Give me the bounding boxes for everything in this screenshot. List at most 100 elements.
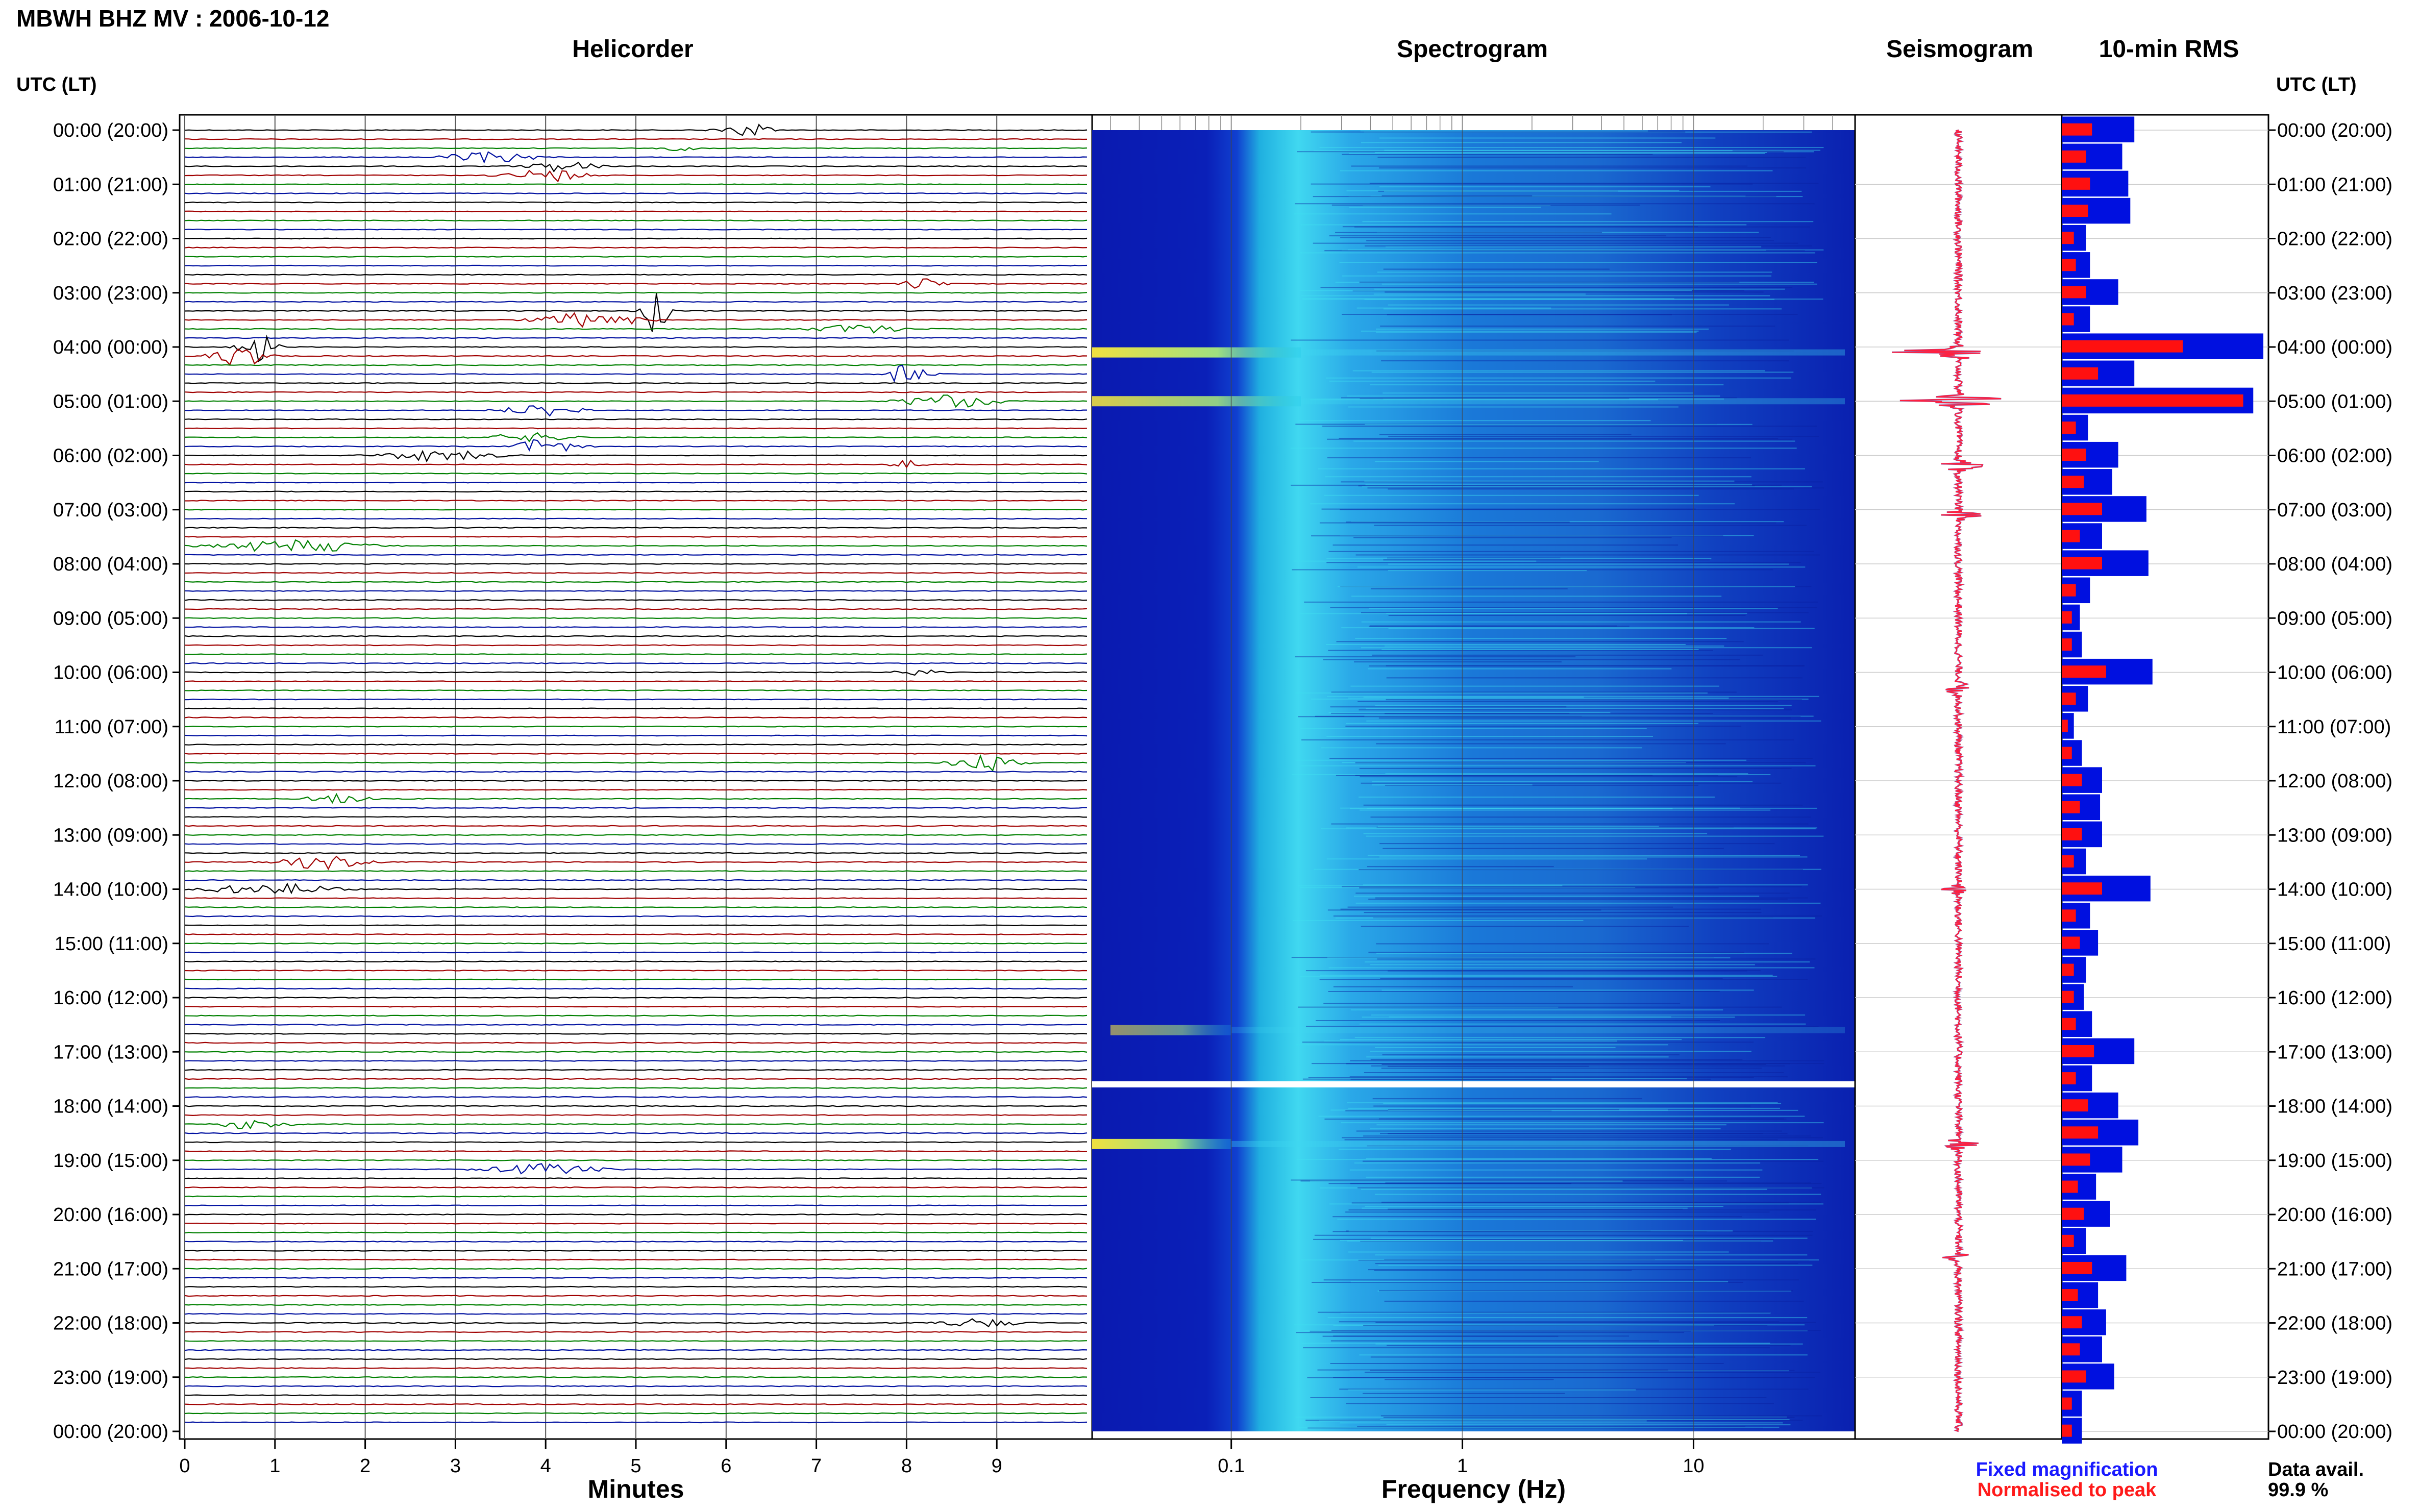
rms-bar-normalised xyxy=(2062,882,2102,895)
minute-tick-label: 7 xyxy=(811,1455,822,1477)
helicorder-trace xyxy=(184,439,1088,452)
left-time-tick-label: 03:00 (23:00) xyxy=(53,283,168,304)
left-time-tick-label: 21:00 (17:00) xyxy=(53,1258,168,1280)
helicorder-trace xyxy=(184,293,1088,332)
helicorder-trace xyxy=(184,147,1088,152)
rms-bar-normalised xyxy=(2062,801,2080,813)
helicorder-trace xyxy=(184,951,1088,954)
rms-bar-normalised xyxy=(2062,774,2082,786)
helicorder-trace xyxy=(184,201,1088,204)
helicorder-trace xyxy=(184,151,1088,164)
helicorder-trace xyxy=(184,1421,1088,1424)
rms-bar-normalised xyxy=(2062,1018,2076,1030)
fixed-magnification-legend: Fixed magnification xyxy=(1976,1459,2158,1480)
right-time-tick-label: 23:00 (19:00) xyxy=(2277,1367,2392,1389)
rms-bar-normalised xyxy=(2062,584,2076,597)
right-time-tick-label: 11:00 (07:00) xyxy=(2277,716,2391,738)
helicorder-trace xyxy=(184,698,1088,701)
helicorder-trace xyxy=(184,473,1088,475)
rms-bar-normalised xyxy=(2062,1343,2080,1356)
helicorder-trace xyxy=(184,508,1088,511)
helicorder-trace xyxy=(184,960,1087,962)
rms-bar-normalised xyxy=(2062,1045,2094,1057)
helicorder-trace xyxy=(184,256,1088,258)
rms-bar-normalised xyxy=(2062,692,2076,705)
rms-panel xyxy=(2061,114,2269,1444)
right-time-tick-label: 13:00 (09:00) xyxy=(2277,825,2392,846)
rms-bar-normalised xyxy=(2062,557,2102,569)
helicorder-trace xyxy=(184,882,1088,895)
helicorder-trace xyxy=(184,707,1088,710)
rms-bar-normalised xyxy=(2062,340,2183,353)
rms-bar-normalised xyxy=(2062,259,2076,271)
spectrogram-field xyxy=(1092,130,1855,1431)
rms-bar-normalised xyxy=(2062,990,2074,1003)
left-time-tick-label: 11:00 (07:00) xyxy=(55,716,168,738)
helicorder-trace xyxy=(184,169,1088,183)
helicorder-trace xyxy=(184,312,1088,328)
helicorder-trace xyxy=(184,1032,1088,1035)
left-time-tick-label: 04:00 (00:00) xyxy=(53,337,168,358)
helicorder-trace xyxy=(184,897,1088,900)
left-time-tick-label: 22:00 (18:00) xyxy=(53,1313,168,1334)
rms-bar-normalised xyxy=(2062,1180,2078,1193)
left-time-tick-label: 17:00 (13:00) xyxy=(53,1042,168,1063)
spectrogram-xlabel: Frequency (Hz) xyxy=(1381,1475,1566,1503)
helicorder-trace xyxy=(184,1141,1087,1144)
helicorder-trace xyxy=(184,161,1088,172)
right-time-tick-label: 15:00 (11:00) xyxy=(2277,933,2391,955)
helicorder-title: Helicorder xyxy=(572,36,693,63)
rms-bar-normalised xyxy=(2062,150,2086,163)
rms-bar-normalised xyxy=(2062,1072,2076,1084)
right-axis-label: UTC (LT) xyxy=(2276,74,2357,95)
helicorder-trace xyxy=(184,563,1088,565)
rms-bar-normalised xyxy=(2062,232,2074,244)
helicorder-trace xyxy=(184,1114,1088,1117)
rms-bar-normalised xyxy=(2062,665,2106,678)
left-time-tick-label: 18:00 (14:00) xyxy=(53,1096,168,1118)
rms-bar-normalised xyxy=(2062,1234,2074,1247)
rms-bar-normalised xyxy=(2062,367,2099,380)
rms-bar-normalised xyxy=(2062,855,2074,867)
rms-bar-normalised xyxy=(2062,286,2086,299)
right-time-tick-label: 06:00 (02:00) xyxy=(2277,445,2392,467)
helicorder-trace xyxy=(184,997,1087,999)
helicorder-trace xyxy=(184,855,1088,871)
rms-bar-normalised xyxy=(2062,313,2074,326)
minute-tick-label: 4 xyxy=(540,1455,551,1477)
rms-bar-normalised xyxy=(2062,394,2243,407)
rms-bar-normalised xyxy=(2062,530,2080,542)
minute-tick-label: 3 xyxy=(450,1455,461,1477)
helicorder-trace xyxy=(184,264,1088,267)
normalised-to-peak-legend: Normalised to peak xyxy=(1978,1479,2157,1501)
right-time-tick-label: 20:00 (16:00) xyxy=(2277,1204,2392,1226)
rms-bar-normalised xyxy=(2062,1316,2082,1329)
minute-tick-label: 5 xyxy=(630,1455,641,1477)
helicorder-panel xyxy=(179,114,1093,1440)
rms-bar-normalised xyxy=(2062,422,2076,434)
helicorder-trace xyxy=(184,924,1087,927)
helicorder-trace xyxy=(184,325,1088,334)
helicorder-trace xyxy=(184,753,1088,755)
helicorder-trace xyxy=(184,536,1088,538)
right-time-tick-label: 00:00 (20:00) xyxy=(2277,1421,2392,1443)
helicorder-trace xyxy=(184,364,1088,383)
helicorder-trace xyxy=(184,1120,1088,1130)
helicorder-trace xyxy=(184,1204,1088,1207)
right-time-tick-label: 18:00 (14:00) xyxy=(2277,1096,2392,1118)
helicorder-trace xyxy=(184,1318,1088,1328)
right-time-tick-label: 19:00 (15:00) xyxy=(2277,1150,2392,1172)
rms-bar-normalised xyxy=(2062,1207,2084,1220)
spectrogram-hot-band-tail xyxy=(1300,398,1845,405)
helicorder-trace xyxy=(184,334,1088,362)
helicorder-trace xyxy=(184,237,1088,240)
rms-bar-normalised xyxy=(2062,205,2088,217)
helicorder-trace xyxy=(184,450,1088,463)
helicorder-trace xyxy=(184,459,1088,469)
helicorder-trace xyxy=(184,1241,1088,1243)
rms-bar-normalised xyxy=(2062,449,2086,461)
helicorder-trace xyxy=(184,1231,1088,1234)
x-axes: 0 1 2 3 4 5 6 7 8 9 Minutes 0.1 1 10 Frequency (Hz) xyxy=(179,1439,1705,1503)
rms-bar-normalised xyxy=(2062,476,2084,488)
